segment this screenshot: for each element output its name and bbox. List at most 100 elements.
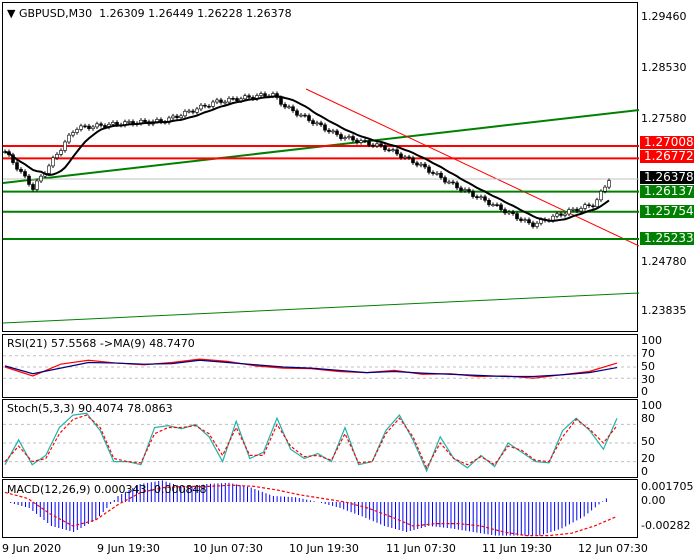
candle-body (291, 106, 295, 112)
candle-body (215, 99, 219, 103)
candle-body (331, 130, 335, 133)
candle-body (455, 182, 459, 189)
stoch-axis-label: 50 (641, 435, 655, 448)
candle-body (243, 95, 247, 100)
candle-body (403, 156, 407, 159)
candle-body (451, 181, 455, 184)
candle-body (283, 104, 287, 108)
candle-body (91, 126, 95, 129)
candle-body (471, 191, 475, 197)
candle-body (307, 115, 311, 121)
candle-body (363, 140, 367, 142)
macd-axis-label: -0.00282 (641, 519, 691, 532)
candle-body (219, 99, 223, 103)
level-price-tag: 1.26378 (640, 171, 694, 184)
price-chart[interactable]: ▼ GBPUSD,M30 1.26309 1.26449 1.26228 1.2… (2, 2, 639, 332)
candle-body (39, 175, 43, 182)
candle-body (603, 186, 607, 192)
candle-body (263, 93, 267, 97)
candle-body (327, 129, 331, 133)
candle-body (399, 153, 403, 159)
symbol-label: GBPUSD,M30 (18, 7, 93, 20)
candle-body (443, 177, 447, 183)
time-axis-label: 9 Jun 2020 (2, 542, 62, 555)
stoch-canvas (3, 412, 639, 473)
candle-body (311, 120, 315, 125)
moving-average-line (4, 95, 610, 222)
candle-body (507, 211, 511, 214)
candle-body (463, 189, 467, 191)
chart-header: ▼ GBPUSD,M30 1.26309 1.26449 1.26228 1.2… (7, 7, 292, 20)
candle-body (227, 98, 231, 103)
macd-axis-label: 0.00 (641, 494, 666, 507)
candle-body (523, 219, 527, 221)
stoch-label: Stoch(5,3,3) 90.4074 78.0863 (7, 402, 173, 415)
candle-body (579, 208, 583, 212)
candle-body (375, 143, 379, 147)
candle-body (195, 108, 199, 113)
candle-body (411, 157, 415, 164)
price-axis-label: 1.27580 (641, 112, 687, 125)
candle-body (387, 149, 391, 152)
candle-body (379, 143, 383, 147)
candle-body (63, 141, 67, 151)
candle-body (127, 121, 131, 123)
candle-body (427, 166, 431, 173)
candle-body (567, 209, 571, 215)
candle-body (571, 208, 575, 211)
rsi-axis-label: 0 (641, 385, 648, 398)
time-axis-label: 10 Jun 07:30 (193, 542, 263, 555)
time-axis-label: 12 Jun 07:30 (578, 542, 648, 555)
candle-body (211, 101, 215, 107)
candle-body (203, 104, 207, 107)
level-price-tag: 1.26137 (640, 185, 694, 198)
rsi-axis-label: 100 (641, 334, 662, 347)
candle-body (295, 110, 299, 116)
rsi-canvas (3, 355, 639, 379)
candle-body (531, 222, 535, 227)
candle-body (607, 180, 611, 188)
candle-body (503, 209, 507, 214)
candle-body (479, 196, 483, 199)
level-price-tag: 1.25233 (640, 232, 694, 245)
candle-body (447, 181, 451, 184)
candle-body (367, 140, 371, 146)
level-price-tag: 1.26772 (640, 150, 694, 163)
candle-body (279, 97, 283, 105)
candle-body (595, 199, 599, 207)
stoch-axis-label: 20 (641, 452, 655, 465)
candle-body (67, 134, 71, 143)
macd-axis-label: 0.001705 (641, 480, 694, 493)
candle-body (191, 110, 195, 113)
candle-body (19, 168, 23, 172)
macd-panel[interactable]: MACD(12,26,9) 0.000343 -0.000848 (2, 479, 638, 538)
trendline-lower (3, 292, 639, 324)
stoch-panel[interactable]: Stoch(5,3,3) 90.4074 78.0863 (2, 399, 639, 478)
candle-body (51, 157, 55, 167)
stoch-axis-label: 80 (641, 412, 655, 425)
candle-body (323, 124, 327, 131)
candle-body (599, 190, 603, 201)
candle-body (343, 137, 347, 139)
candle-body (179, 115, 183, 118)
candle-body (315, 122, 319, 125)
candle-body (475, 196, 479, 199)
candle-body (199, 104, 203, 110)
macd-label: MACD(12,26,9) 0.000343 -0.000848 (7, 483, 207, 496)
rsi-axis-label: 30 (641, 373, 655, 386)
candle-body (339, 134, 343, 139)
candle-body (563, 213, 567, 216)
candle-body (555, 213, 559, 217)
rsi-panel[interactable]: RSI(21) 57.5568 ->MA(9) 48.7470 (2, 334, 639, 398)
candle-body (75, 129, 79, 133)
candle-body (287, 106, 291, 109)
candle-body (31, 184, 35, 190)
stoch-axis-label: 100 (641, 399, 662, 412)
collapse-arrow-icon[interactable]: ▼ (7, 7, 16, 20)
candle-body (171, 115, 175, 119)
level-price-tag: 1.27008 (640, 136, 694, 149)
candle-body (519, 218, 523, 221)
candle-body (99, 123, 103, 126)
candle-body (359, 140, 363, 143)
stoch-main-line (4, 412, 618, 473)
